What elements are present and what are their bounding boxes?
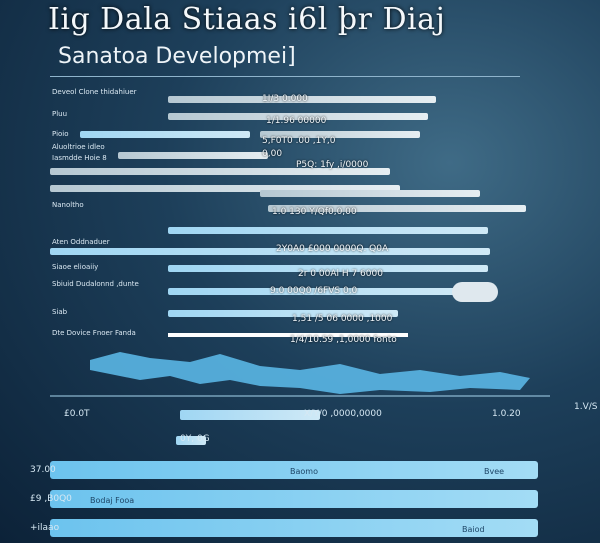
row-value: 9.0 00Q0 /6FVS 0,0 [270, 286, 358, 296]
row-label: Nanoltho [52, 201, 84, 209]
map [50, 352, 550, 397]
bar [268, 205, 526, 212]
row-label: Aten Oddnaduer [52, 238, 110, 246]
bottom-label: Baiod [462, 525, 485, 534]
row-value: 1/1.96 00000 [266, 116, 327, 126]
bottom-left: +ilaao [30, 523, 60, 533]
bar [50, 168, 390, 175]
bottom-bar [50, 461, 538, 479]
bar-cap [452, 282, 498, 302]
row-value: 1I/3 0.000 [262, 94, 308, 104]
bar [168, 96, 436, 103]
divider [50, 76, 520, 77]
row-value: 0,00 [262, 149, 283, 159]
bar [168, 333, 408, 337]
row-value: 2r 0 00Al H 7 6000 [298, 269, 383, 279]
bar [50, 185, 400, 192]
bar [80, 131, 250, 138]
row-label: Deveol Clone thidahiuer [52, 88, 137, 96]
row-value: 1.0 130 Y/Qf0,0,00 [272, 207, 357, 217]
row-label: Siab [52, 308, 68, 316]
bar [260, 190, 480, 197]
bottom-bar [50, 519, 538, 537]
row-label: Sbiuid Dudalonnd ,dunte [52, 280, 139, 288]
bottom-left: £9 ,B0Q0 [30, 494, 72, 504]
row-label: Siaoe elioaiiy [52, 263, 99, 271]
footer-edge: 1.V/S [574, 402, 598, 412]
footer-right: 1.0.20 [492, 409, 521, 419]
bottom-label: Baomo [290, 467, 318, 476]
subtitle: Sanatoa Developmei] [58, 44, 296, 69]
row-label: Iasmdde Hoie 8 [52, 154, 107, 162]
map-shape [90, 352, 530, 394]
bottom-right: Bvee [484, 467, 505, 476]
bottom-left: 37.00 [30, 465, 56, 475]
footer-left: £0.0T [64, 409, 90, 419]
bar [168, 227, 488, 234]
row-label: Aluoltrioe idleo [52, 143, 105, 151]
bar [176, 436, 206, 445]
footer-sub: 0Y, 0G [180, 434, 210, 444]
footer-middle: X/Y/0 ,0000,0000 [304, 409, 382, 419]
bar [260, 131, 420, 138]
bottom-label: Bodaj Fooa [90, 496, 135, 505]
bar [168, 288, 468, 295]
row-value: 1,51 /5 06 0000 ,1000 [292, 314, 393, 324]
bar [168, 265, 488, 272]
row-value: 2Y0A0 £000 0000Q. Q0A [276, 244, 389, 254]
bar [168, 310, 398, 317]
row-label: Pluu [52, 110, 68, 118]
bar [50, 248, 490, 255]
bar [118, 152, 268, 159]
row-label: Dte Dovice Fnoer Fanda [52, 329, 136, 337]
row-value: 1/4/10.59 ,1,0000 fonto [290, 335, 397, 345]
bar [168, 113, 428, 120]
bottom-bar [50, 490, 538, 508]
row-value: P5Q: 1fy ,i/0000 [296, 160, 369, 170]
row-value: 5,F0T0 .00 ,1Y,0 [262, 136, 336, 146]
title: Iig Dala Stiaas i6l þr Diaj [48, 2, 446, 37]
bar [180, 410, 320, 420]
row-label: Pioio [52, 130, 69, 138]
